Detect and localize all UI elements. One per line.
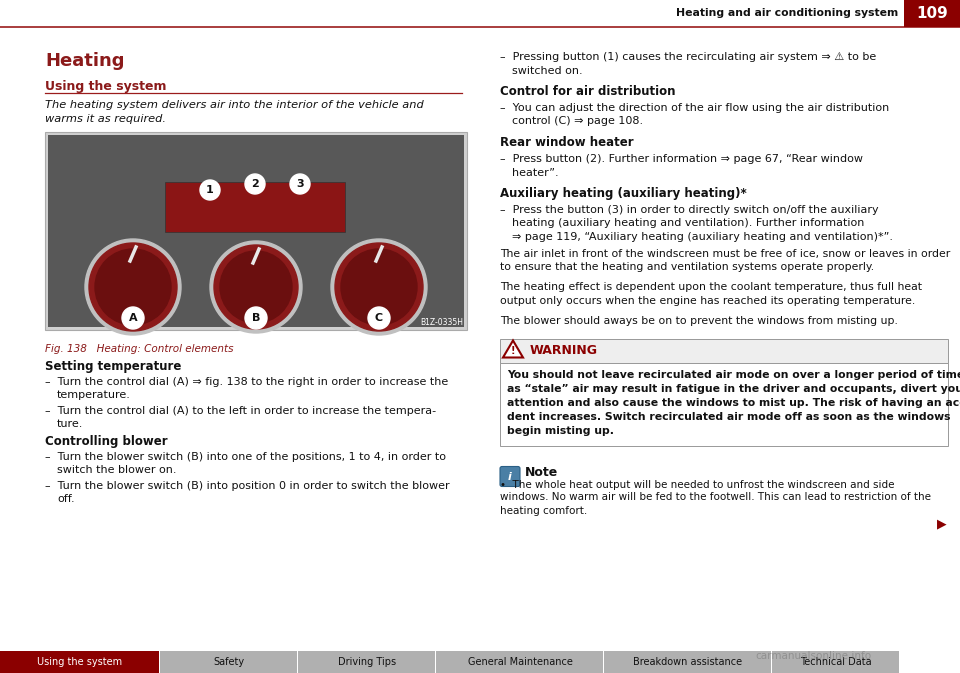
Text: The blower should aways be on to prevent the windows from misting up.: The blower should aways be on to prevent… bbox=[500, 316, 898, 326]
Text: carmanualsonline.info: carmanualsonline.info bbox=[755, 651, 871, 661]
Bar bbox=[160, 651, 297, 673]
Text: Fig. 138   Heating: Control elements: Fig. 138 Heating: Control elements bbox=[45, 344, 233, 354]
Text: General Maintenance: General Maintenance bbox=[468, 657, 572, 667]
Text: Breakdown assistance: Breakdown assistance bbox=[634, 657, 743, 667]
Text: Control for air distribution: Control for air distribution bbox=[500, 85, 676, 98]
Text: as “stale” air may result in fatigue in the driver and occupants, divert your: as “stale” air may result in fatigue in … bbox=[507, 384, 960, 394]
Bar bbox=[772, 651, 899, 673]
Text: The heating system delivers air into the interior of the vehicle and
warms it as: The heating system delivers air into the… bbox=[45, 100, 423, 125]
Text: begin misting up.: begin misting up. bbox=[507, 427, 614, 437]
Text: attention and also cause the windows to mist up. The risk of having an acci-: attention and also cause the windows to … bbox=[507, 398, 960, 409]
Text: i: i bbox=[508, 472, 512, 481]
Circle shape bbox=[89, 243, 177, 331]
Text: Using the system: Using the system bbox=[45, 80, 166, 93]
Text: Controlling blower: Controlling blower bbox=[45, 435, 168, 448]
Text: –  Press the button (3) in order to directly switch on/off the auxiliary: – Press the button (3) in order to direc… bbox=[500, 205, 878, 215]
Circle shape bbox=[214, 245, 298, 329]
Circle shape bbox=[122, 307, 144, 329]
Text: –  Pressing button (1) causes the recirculating air system ⇒ ⚠ to be: – Pressing button (1) causes the recircu… bbox=[500, 52, 876, 62]
Text: !: ! bbox=[511, 347, 516, 357]
Circle shape bbox=[95, 249, 171, 325]
Circle shape bbox=[341, 249, 417, 325]
Text: –  Press button (2). Further information ⇒ page 67, “Rear window: – Press button (2). Further information … bbox=[500, 154, 863, 164]
Text: The heating effect is dependent upon the coolant temperature, thus full heat: The heating effect is dependent upon the… bbox=[500, 283, 922, 293]
Text: 2: 2 bbox=[252, 179, 259, 189]
Text: 3: 3 bbox=[297, 179, 303, 189]
Text: heating (auxiliary heating and ventilation). Further information: heating (auxiliary heating and ventilati… bbox=[512, 219, 864, 229]
Circle shape bbox=[335, 243, 423, 331]
Text: •  The whole heat output will be needed to unfrost the windscreen and side: • The whole heat output will be needed t… bbox=[500, 479, 895, 489]
Text: ▶: ▶ bbox=[937, 517, 947, 530]
Circle shape bbox=[368, 307, 390, 329]
FancyBboxPatch shape bbox=[500, 466, 520, 487]
Polygon shape bbox=[503, 341, 523, 357]
Circle shape bbox=[245, 174, 265, 194]
Bar bbox=[48, 135, 464, 327]
Text: You should not leave recirculated air mode on over a longer period of time,: You should not leave recirculated air mo… bbox=[507, 371, 960, 380]
Text: 1: 1 bbox=[206, 185, 214, 195]
Text: output only occurs when the engine has reached its operating temperature.: output only occurs when the engine has r… bbox=[500, 295, 915, 306]
Bar bbox=[165, 182, 345, 232]
Text: ture.: ture. bbox=[57, 419, 84, 429]
Text: Rear window heater: Rear window heater bbox=[500, 136, 634, 149]
Circle shape bbox=[210, 241, 302, 333]
Text: switched on.: switched on. bbox=[512, 65, 583, 75]
Text: A: A bbox=[129, 313, 137, 323]
Text: 109: 109 bbox=[916, 6, 948, 21]
Text: Driving Tips: Driving Tips bbox=[338, 657, 396, 667]
Text: to ensure that the heating and ventilation systems operate properly.: to ensure that the heating and ventilati… bbox=[500, 262, 875, 273]
Text: C: C bbox=[375, 313, 383, 323]
Text: –  You can adjust the direction of the air flow using the air distribution: – You can adjust the direction of the ai… bbox=[500, 103, 889, 113]
Text: Note: Note bbox=[525, 466, 559, 479]
Text: control (C) ⇒ page 108.: control (C) ⇒ page 108. bbox=[512, 116, 643, 127]
Circle shape bbox=[220, 251, 292, 323]
Text: Setting temperature: Setting temperature bbox=[45, 360, 181, 373]
Bar bbox=[904, 0, 960, 27]
Text: –  Turn the control dial (A) to the left in order to increase the tempera-: – Turn the control dial (A) to the left … bbox=[45, 406, 436, 416]
Text: Heating: Heating bbox=[45, 52, 125, 70]
Bar bbox=[298, 651, 435, 673]
Bar bbox=[0, 651, 159, 673]
Text: Using the system: Using the system bbox=[37, 657, 123, 667]
Text: –  Turn the blower switch (B) into position 0 in order to switch the blower: – Turn the blower switch (B) into positi… bbox=[45, 481, 449, 491]
Text: B: B bbox=[252, 313, 260, 323]
Text: dent increases. Switch recirculated air mode off as soon as the windows: dent increases. Switch recirculated air … bbox=[507, 413, 950, 423]
Bar bbox=[45, 132, 467, 330]
Text: –  Turn the blower switch (B) into one of the positions, 1 to 4, in order to: – Turn the blower switch (B) into one of… bbox=[45, 452, 446, 462]
Text: Safety: Safety bbox=[213, 657, 245, 667]
Text: windows. No warm air will be fed to the footwell. This can lead to restriction o: windows. No warm air will be fed to the … bbox=[500, 493, 931, 503]
Text: The air inlet in front of the windscreen must be free of ice, snow or leaves in : The air inlet in front of the windscreen… bbox=[500, 250, 950, 260]
Circle shape bbox=[245, 307, 267, 329]
Text: temperature.: temperature. bbox=[57, 390, 131, 400]
Bar bbox=[500, 339, 948, 363]
Bar bbox=[436, 651, 603, 673]
Circle shape bbox=[85, 239, 181, 335]
Text: Auxiliary heating (auxiliary heating)*: Auxiliary heating (auxiliary heating)* bbox=[500, 187, 747, 200]
Text: heating comfort.: heating comfort. bbox=[500, 505, 588, 516]
Text: Technical Data: Technical Data bbox=[801, 657, 872, 667]
Text: B1Z-0335H: B1Z-0335H bbox=[420, 318, 463, 327]
Bar bbox=[604, 651, 771, 673]
Circle shape bbox=[290, 174, 310, 194]
Text: switch the blower on.: switch the blower on. bbox=[57, 465, 177, 475]
Text: heater”.: heater”. bbox=[512, 168, 559, 178]
Text: Heating and air conditioning system: Heating and air conditioning system bbox=[676, 9, 898, 18]
Text: off.: off. bbox=[57, 494, 75, 504]
Circle shape bbox=[331, 239, 427, 335]
Circle shape bbox=[200, 180, 220, 200]
Text: WARNING: WARNING bbox=[530, 345, 598, 357]
Text: –  Turn the control dial (A) ⇒ fig. 138 to the right in order to increase the: – Turn the control dial (A) ⇒ fig. 138 t… bbox=[45, 377, 448, 387]
Text: ⇒ page 119, “Auxiliary heating (auxiliary heating and ventilation)*”.: ⇒ page 119, “Auxiliary heating (auxiliar… bbox=[512, 232, 893, 242]
Bar bbox=[500, 363, 948, 446]
